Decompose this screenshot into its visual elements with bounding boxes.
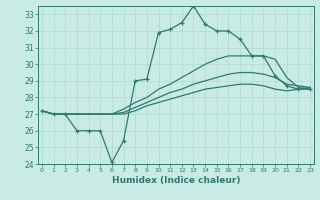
X-axis label: Humidex (Indice chaleur): Humidex (Indice chaleur): [112, 176, 240, 185]
